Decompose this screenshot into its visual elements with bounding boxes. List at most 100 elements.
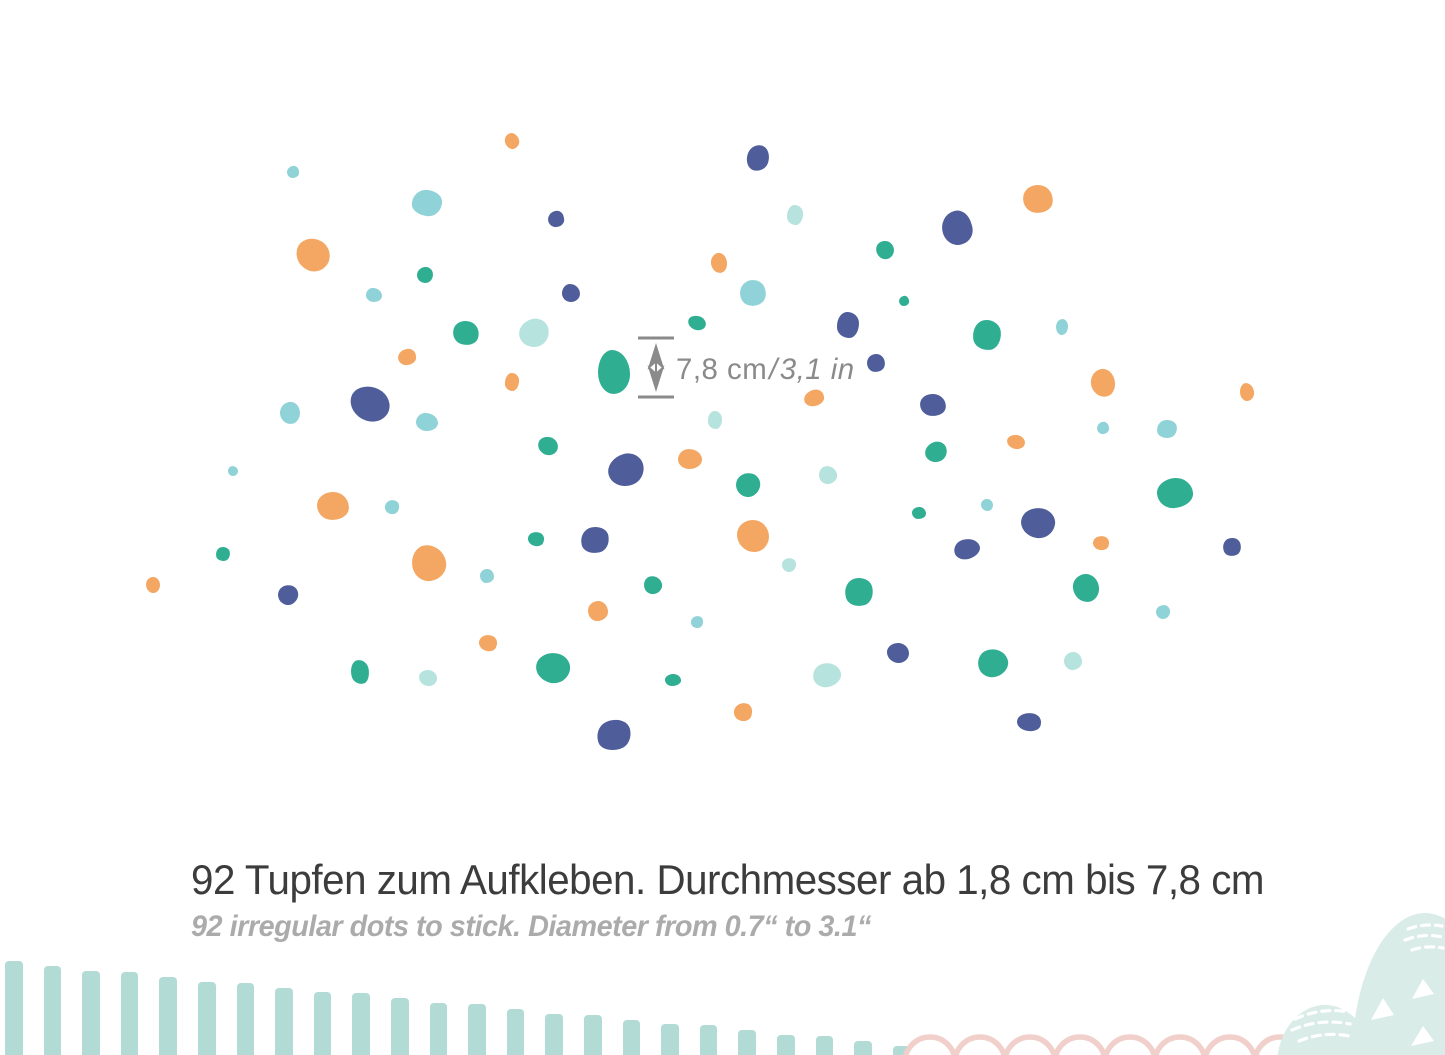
scallop bbox=[1053, 1034, 1107, 1055]
dot bbox=[604, 449, 648, 491]
stripe bbox=[391, 998, 409, 1055]
dot bbox=[733, 470, 763, 500]
dot bbox=[922, 438, 950, 466]
dot bbox=[689, 614, 705, 630]
size-metric: 7,8 cm bbox=[676, 353, 768, 386]
dot bbox=[686, 314, 708, 332]
dot bbox=[286, 165, 300, 179]
stripe bbox=[352, 993, 370, 1055]
dot bbox=[504, 372, 520, 392]
dot bbox=[1155, 604, 1171, 620]
caption-heading-de: 92 Tupfen zum Aufkleben. Durchmesser ab … bbox=[191, 856, 1265, 903]
stripe bbox=[82, 971, 100, 1055]
dot bbox=[1015, 711, 1043, 733]
dot bbox=[664, 673, 682, 687]
dot bbox=[918, 392, 948, 418]
stripe bbox=[468, 1004, 486, 1055]
vertical-double-arrow-icon bbox=[647, 343, 665, 392]
dot bbox=[396, 347, 418, 367]
dot bbox=[597, 349, 631, 395]
dot bbox=[315, 490, 351, 522]
dot bbox=[786, 204, 804, 226]
dot bbox=[415, 412, 439, 432]
dot bbox=[732, 701, 754, 723]
dot bbox=[1239, 382, 1255, 402]
size-annotation-label: 7,8 cm/3,1 in bbox=[676, 352, 855, 388]
stripe bbox=[43, 966, 62, 1055]
stripe bbox=[584, 1014, 602, 1055]
dot bbox=[1006, 433, 1026, 451]
dot bbox=[516, 315, 552, 351]
caption: 92 Tupfen zum Aufkleben. Durchmesser ab … bbox=[191, 855, 1309, 946]
dot bbox=[677, 448, 703, 470]
dot bbox=[898, 295, 910, 307]
dot bbox=[345, 381, 395, 427]
dot bbox=[1063, 651, 1083, 671]
dot bbox=[1220, 535, 1244, 559]
dot bbox=[736, 519, 770, 553]
stripe bbox=[506, 1008, 525, 1055]
dot bbox=[802, 387, 826, 409]
size-separator: / bbox=[769, 353, 778, 386]
dot bbox=[415, 265, 435, 285]
dot bbox=[951, 535, 983, 563]
dot bbox=[974, 644, 1012, 682]
dot bbox=[275, 582, 301, 608]
dot bbox=[842, 575, 876, 609]
scallop bbox=[1253, 1034, 1307, 1055]
dot bbox=[1156, 419, 1178, 439]
stripe bbox=[854, 1040, 872, 1055]
dot bbox=[349, 658, 371, 686]
stripe bbox=[429, 1003, 448, 1055]
dot bbox=[817, 464, 839, 486]
stripe bbox=[738, 1030, 756, 1055]
dot bbox=[383, 498, 401, 516]
dot bbox=[743, 142, 773, 174]
stripe bbox=[313, 992, 332, 1055]
dot bbox=[215, 546, 231, 562]
dot bbox=[971, 319, 1003, 351]
dot bbox=[709, 251, 729, 275]
dot bbox=[409, 542, 449, 584]
dot bbox=[536, 435, 560, 457]
dot bbox=[502, 131, 522, 151]
dot bbox=[1020, 182, 1056, 216]
dot bbox=[865, 352, 887, 374]
dot bbox=[780, 556, 798, 574]
dot bbox=[291, 234, 335, 276]
stripe bbox=[5, 961, 23, 1055]
stripe bbox=[931, 1046, 949, 1055]
dot bbox=[526, 530, 546, 548]
scallop bbox=[1103, 1034, 1157, 1055]
stripe bbox=[120, 972, 139, 1055]
dot bbox=[1018, 505, 1058, 541]
scallop bbox=[1003, 1034, 1057, 1055]
dot bbox=[588, 601, 608, 621]
stripe bbox=[622, 1019, 641, 1055]
dot bbox=[1095, 420, 1111, 436]
stripe bbox=[815, 1036, 834, 1055]
dot bbox=[449, 317, 483, 349]
dot bbox=[227, 465, 239, 477]
scallop bbox=[1153, 1034, 1207, 1055]
stripe bbox=[545, 1013, 563, 1055]
dot bbox=[1087, 365, 1119, 401]
dot bbox=[546, 209, 566, 229]
dot bbox=[410, 188, 444, 218]
dot bbox=[593, 715, 635, 755]
dot bbox=[707, 410, 723, 430]
stripe bbox=[970, 1051, 988, 1055]
dot bbox=[479, 568, 495, 584]
dot bbox=[737, 277, 769, 309]
cloud-dash-details bbox=[1290, 923, 1445, 1043]
stripe bbox=[159, 976, 177, 1055]
dot bbox=[1071, 572, 1101, 604]
dot bbox=[873, 238, 897, 262]
dot bbox=[561, 283, 581, 303]
measure-ticks bbox=[638, 336, 674, 399]
cloud-triangle-details bbox=[1371, 979, 1434, 1046]
dot bbox=[477, 632, 499, 654]
size-imperial: 3,1 in bbox=[779, 353, 855, 386]
scallop bbox=[1303, 1034, 1357, 1055]
stripe bbox=[892, 1045, 911, 1055]
